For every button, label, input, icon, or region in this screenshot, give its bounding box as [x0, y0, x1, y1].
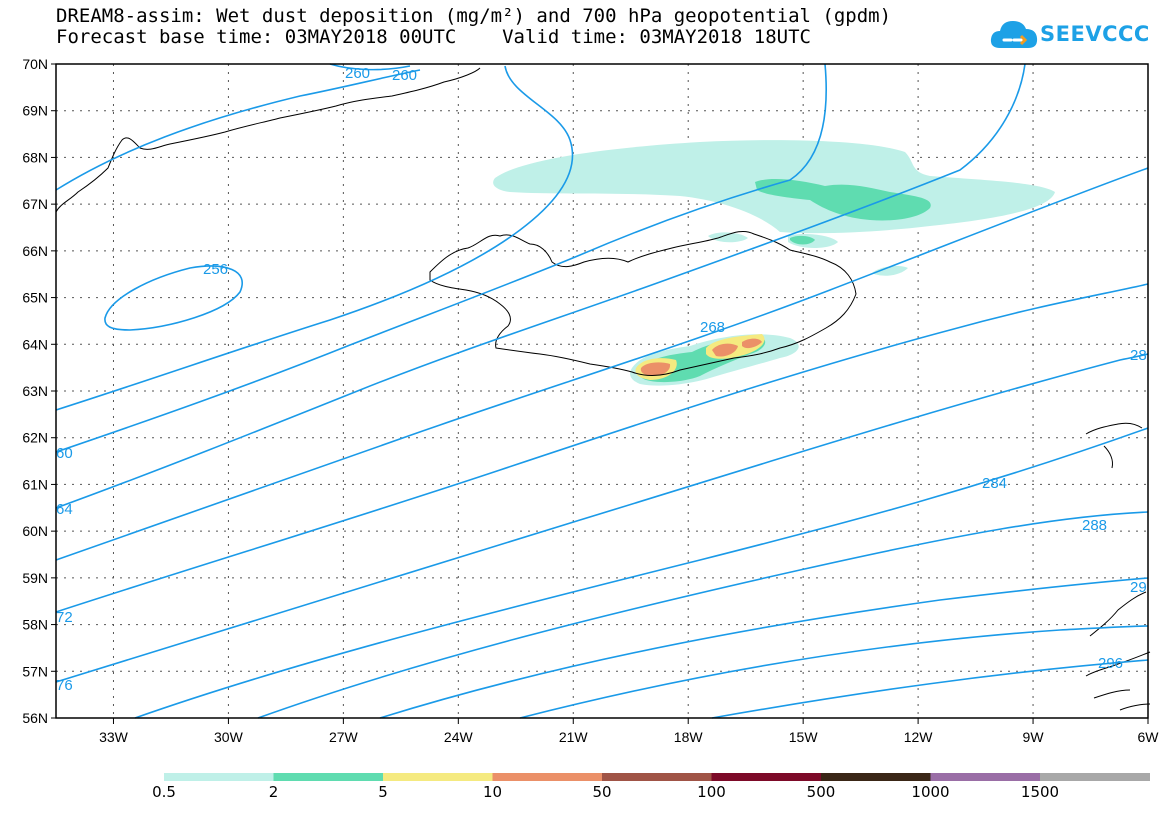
lat-label: 69N [22, 103, 48, 119]
contour-line [55, 283, 1149, 613]
legend-label: 2 [268, 783, 279, 801]
contour-label: 29 [1130, 579, 1147, 596]
map-title: DREAM8-assim: Wet dust deposition (mg/m²… [56, 6, 891, 48]
contour-label: 296 [1098, 655, 1123, 672]
legend-swatch [930, 773, 1041, 781]
lat-label: 57N [22, 663, 48, 679]
norway-coast-north [1085, 422, 1143, 469]
deposition-hotspot-west-10 [640, 362, 671, 376]
lat-label: 59N [22, 570, 48, 586]
contour-label: 284 [982, 475, 1007, 492]
legend-swatch [164, 773, 274, 781]
lon-label: 9W [1023, 729, 1045, 745]
contour-label: 268 [700, 319, 725, 336]
contour-line [329, 63, 411, 71]
legend-label: 5 [378, 783, 388, 801]
lon-label: 21W [559, 729, 589, 745]
lon-label: 24W [444, 729, 474, 745]
lon-label: 12W [904, 729, 934, 745]
lat-label: 62N [22, 430, 48, 446]
contour-line [257, 511, 1149, 719]
lat-label: 56N [22, 710, 48, 726]
legend-label: 1500 [1020, 783, 1060, 801]
contour-label: 260 [392, 67, 417, 84]
brand-name: SEEVCCC [1040, 22, 1150, 46]
lat-label: 66N [22, 243, 48, 259]
contour-line [55, 65, 574, 411]
deposition-hotspot-east-10 [712, 338, 762, 357]
axis-labels: 33W 30W 27W 24W 21W 18W 15W 12W 9W 6W 56N 57N 58N 59N… [22, 56, 1159, 745]
lon-label: 27W [329, 729, 359, 745]
lat-label: 68N [22, 149, 48, 165]
norway-coast-south [1085, 591, 1151, 711]
title-line-2: Forecast base time: 03MAY2018 00UTC Vali… [56, 26, 811, 48]
contour-line [55, 63, 1026, 509]
deposition-spot-3 [790, 235, 815, 245]
lat-label: 61N [22, 476, 48, 492]
legend-label: 1000 [911, 783, 950, 801]
title-line-1: DREAM8-assim: Wet dust deposition (mg/m²… [56, 5, 892, 27]
contour-label: 64 [56, 501, 73, 518]
contour-label: 28 [1130, 347, 1147, 364]
legend-label: 100 [697, 783, 726, 801]
legend-swatch [492, 773, 603, 781]
contour-line [519, 625, 1149, 719]
legend-label: 0.5 [152, 783, 176, 801]
legend-swatch [602, 773, 712, 781]
lat-label: 65N [22, 290, 48, 306]
legend-swatch [711, 773, 822, 781]
contour-line [134, 427, 1149, 719]
greenland-coast [55, 67, 481, 213]
legend-label: 500 [806, 783, 836, 801]
contour-label: 256 [203, 261, 228, 278]
contour-line [55, 167, 1149, 561]
lon-label: 33W [99, 729, 129, 745]
lat-label: 70N [22, 56, 48, 72]
lon-label: 30W [214, 729, 244, 745]
contour-label: 76 [56, 677, 73, 694]
contour-label: 260 [345, 65, 370, 82]
legend-swatch [273, 773, 384, 781]
legend-swatch [383, 773, 493, 781]
contour-line [711, 659, 1149, 719]
deposition-spot-4 [872, 265, 908, 276]
legend-swatch [1040, 773, 1150, 781]
lon-label: 18W [674, 729, 704, 745]
lon-label: 15W [789, 729, 819, 745]
geopotential-contours [55, 63, 1149, 719]
contour-line [55, 353, 1149, 683]
lat-label: 63N [22, 383, 48, 399]
color-legend [164, 773, 1150, 781]
contour-line [104, 265, 243, 331]
lat-label: 60N [22, 523, 48, 539]
contour-label: 60 [56, 445, 73, 462]
contour-label: 288 [1082, 517, 1107, 534]
deposition-area-mid [755, 179, 931, 221]
legend-swatch [821, 773, 931, 781]
contour-line [55, 63, 828, 453]
legend-label: 50 [592, 783, 612, 801]
contour-label: 72 [56, 609, 73, 626]
seevccc-logo: SEEVCCC [990, 16, 1150, 56]
cloud-logo-icon [990, 21, 1038, 48]
deposition-spot-1 [708, 232, 748, 243]
coastlines [55, 67, 1151, 711]
lat-label: 67N [22, 196, 48, 212]
lat-label: 58N [22, 617, 48, 633]
contour-line [55, 69, 421, 191]
dust-deposition-shading [493, 140, 1055, 386]
contour-line [379, 577, 1149, 719]
lon-label: 6W [1138, 729, 1160, 745]
contour-labels: 260 260 256 268 28 60 64 72 76 284 288 2… [56, 65, 1147, 694]
lat-label: 64N [22, 336, 48, 352]
iceland-coast [429, 231, 857, 377]
legend-label: 10 [482, 783, 503, 801]
